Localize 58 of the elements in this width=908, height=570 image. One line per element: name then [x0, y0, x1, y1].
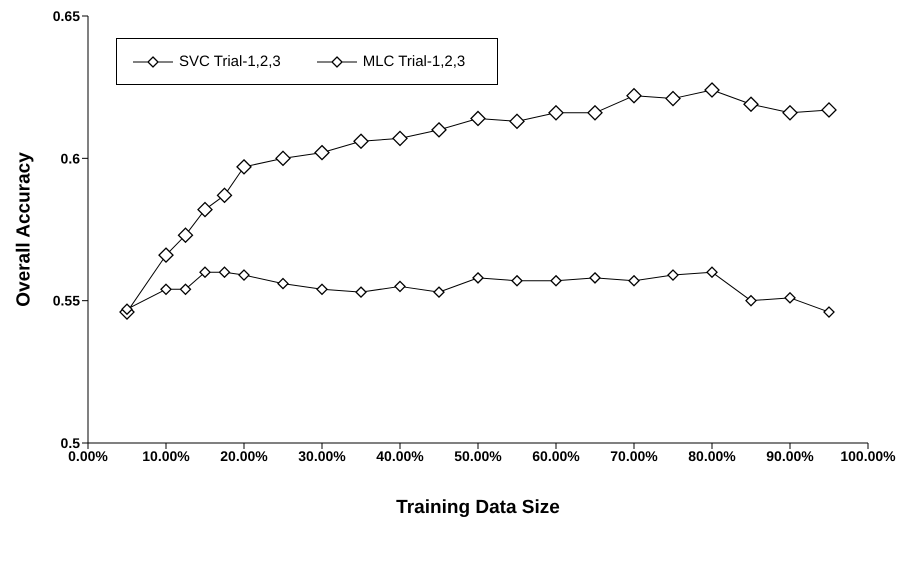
point — [472, 272, 484, 284]
x-tick-label: 20.00% — [220, 448, 268, 464]
point — [821, 102, 837, 118]
point — [784, 292, 796, 304]
point — [394, 280, 406, 292]
point — [392, 130, 408, 146]
point — [158, 247, 174, 263]
point — [589, 272, 601, 284]
point — [314, 144, 330, 160]
legend-label: SVC Trial-1,2,3 — [179, 53, 281, 70]
point — [745, 295, 757, 306]
point — [216, 188, 232, 203]
x-tick-label: 40.00% — [376, 448, 424, 464]
x-axis-title: Training Data Size — [396, 497, 560, 518]
point — [548, 105, 564, 120]
point — [121, 304, 133, 315]
point — [277, 278, 289, 290]
point — [355, 286, 367, 298]
point — [353, 134, 369, 149]
point — [236, 159, 252, 175]
point — [316, 284, 328, 295]
point — [706, 266, 718, 278]
point — [823, 306, 835, 318]
x-tick-label: 50.00% — [454, 448, 502, 464]
point — [509, 114, 525, 129]
point — [470, 110, 486, 126]
y-axis-title: Overall Accuracy — [14, 152, 35, 307]
point — [550, 275, 562, 286]
x-tick-label: 10.00% — [142, 448, 190, 464]
point — [628, 275, 640, 286]
legend-label: MLC Trial-1,2,3 — [362, 53, 466, 70]
point — [197, 202, 213, 218]
point — [704, 82, 720, 98]
point — [218, 266, 230, 278]
point — [275, 150, 291, 166]
point — [238, 269, 250, 281]
x-tick-label: 90.00% — [766, 448, 814, 464]
y-tick-label: 0.65 — [52, 8, 80, 24]
point — [431, 122, 447, 138]
point — [511, 275, 523, 286]
x-tick-label: 80.00% — [688, 448, 736, 464]
point — [665, 90, 681, 106]
point — [587, 105, 603, 120]
x-tick-label: 100.00% — [840, 448, 896, 464]
point — [199, 266, 211, 278]
y-tick-label: 0.6 — [60, 150, 80, 166]
point — [180, 284, 192, 295]
point — [178, 228, 194, 243]
x-tick-label: 60.00% — [532, 448, 580, 464]
point — [626, 88, 642, 104]
point — [667, 269, 679, 281]
point — [160, 284, 172, 295]
x-tick-label: 70.00% — [610, 448, 658, 464]
point — [782, 105, 798, 120]
point — [743, 96, 759, 112]
y-tick-label: 0.55 — [52, 292, 80, 309]
x-tick-label: 30.00% — [298, 448, 346, 464]
point — [433, 286, 445, 298]
